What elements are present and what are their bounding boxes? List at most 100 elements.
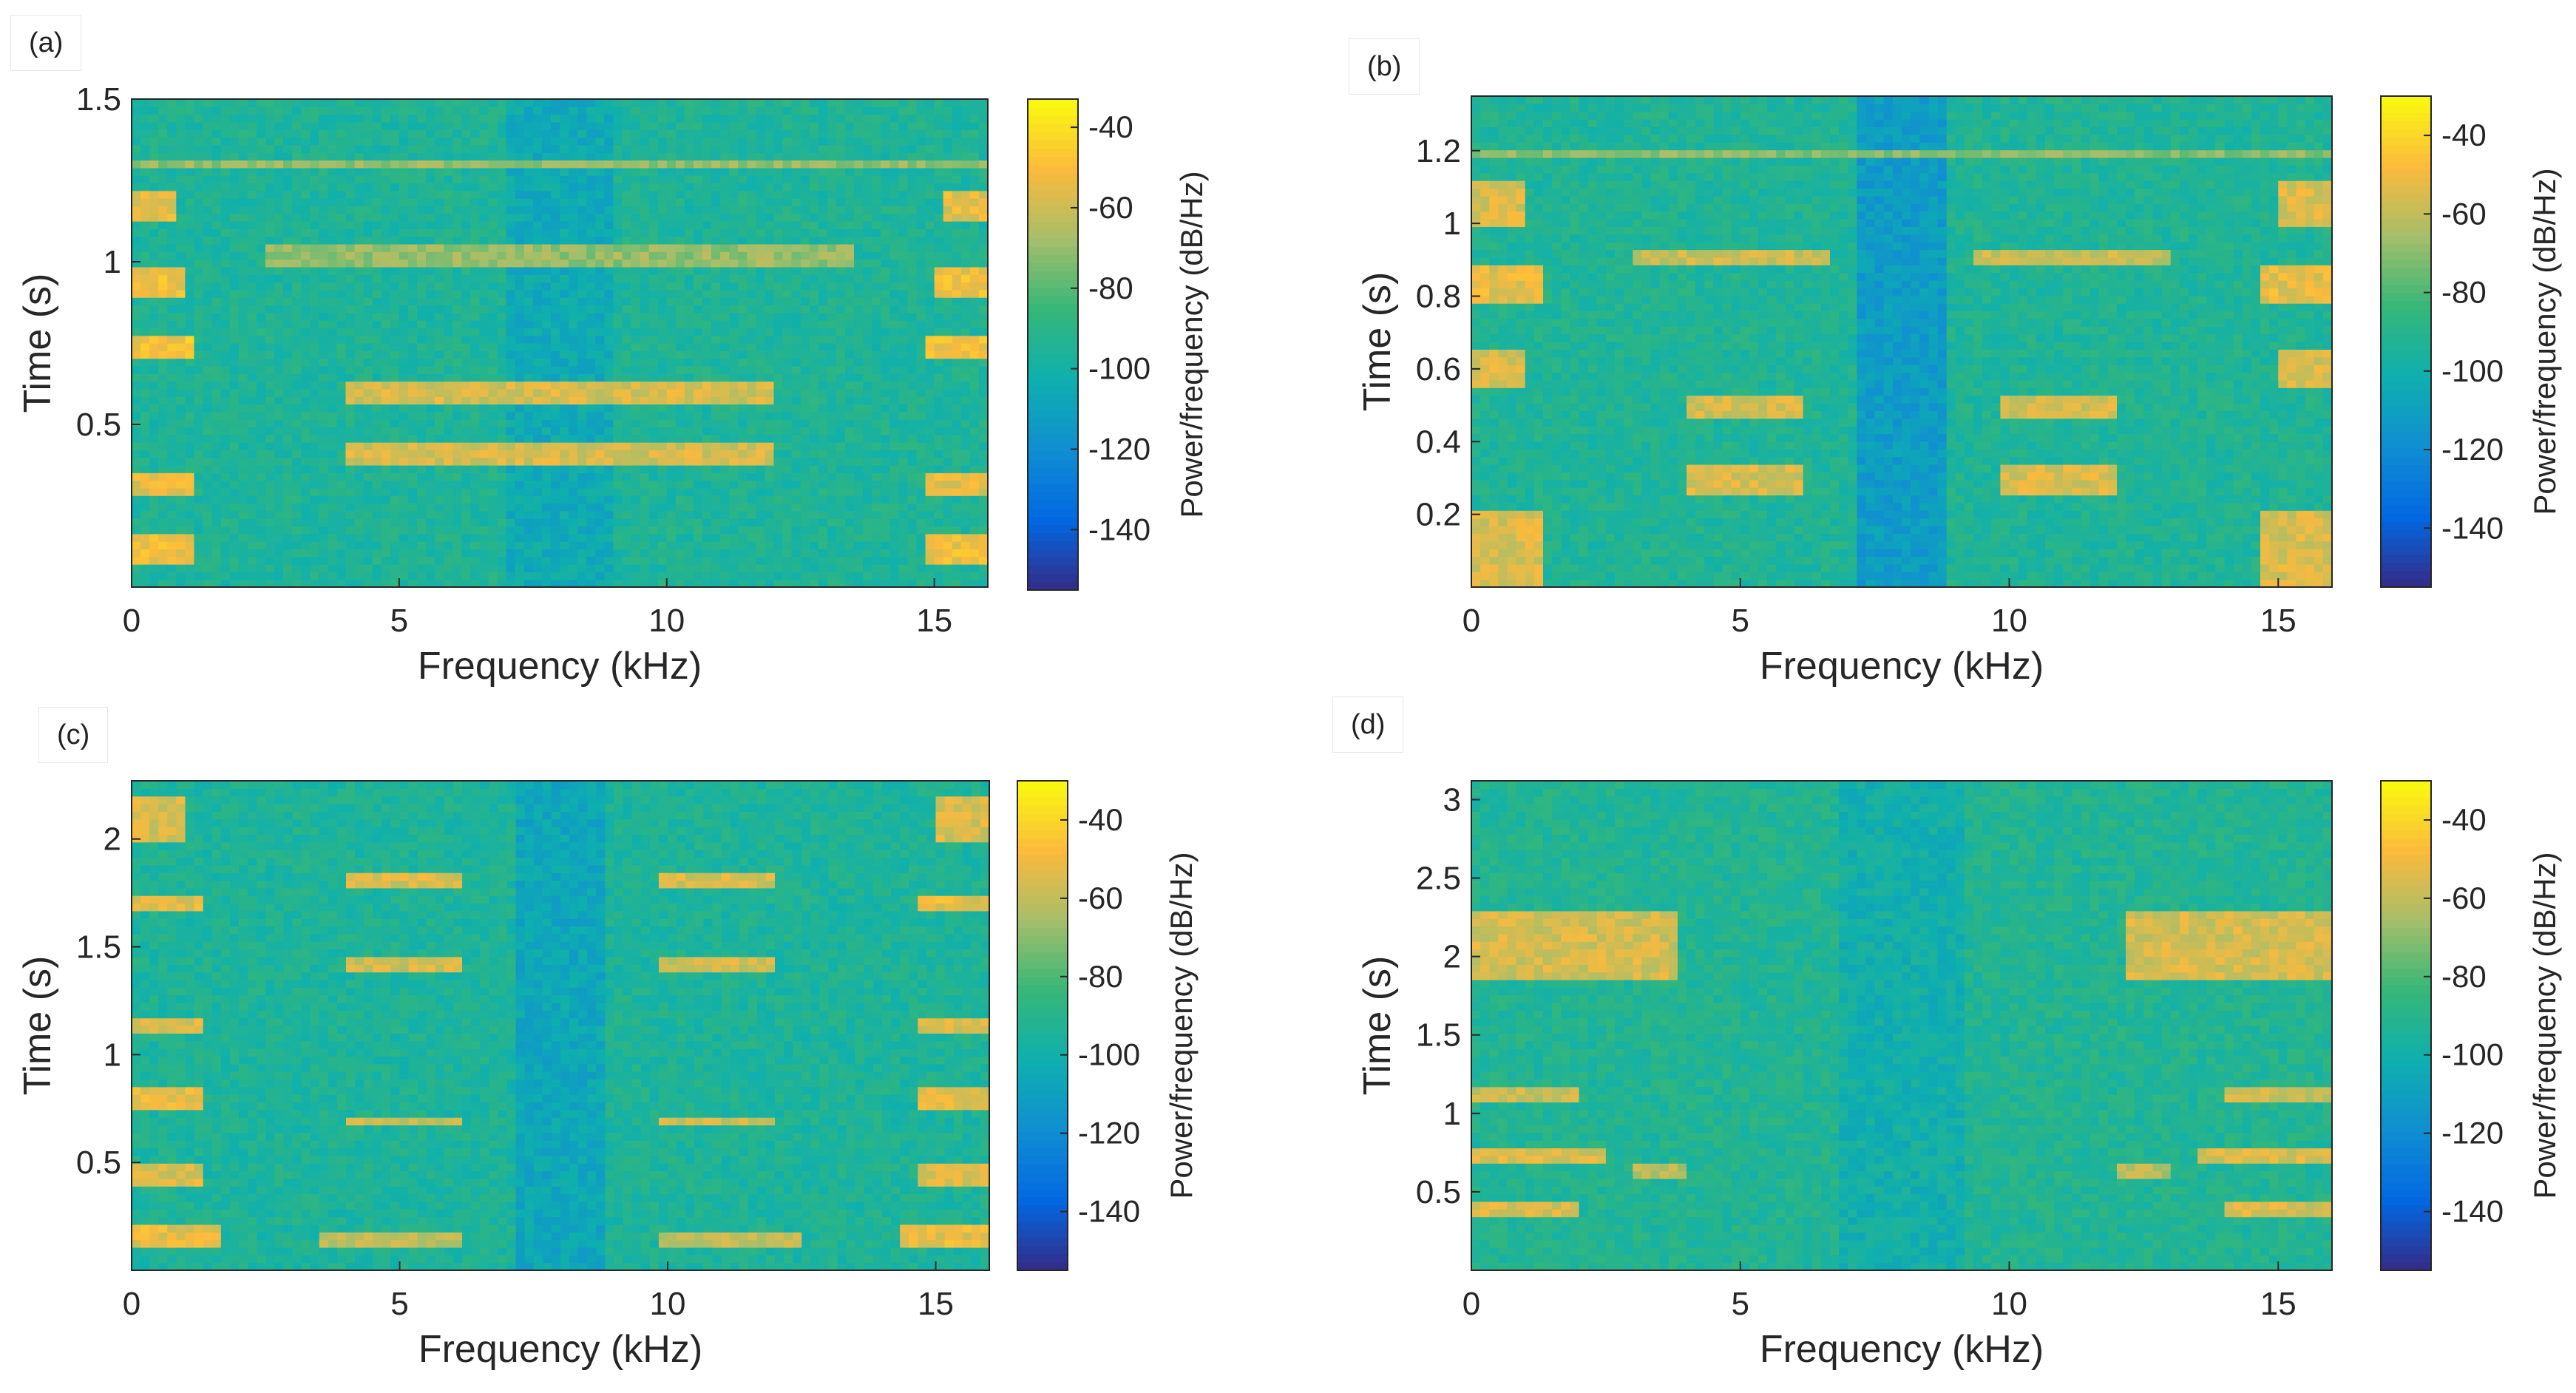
heatmap-cell xyxy=(515,404,525,413)
heatmap-cell xyxy=(407,305,418,313)
heatmap-cell xyxy=(345,396,356,405)
heatmap-cell xyxy=(381,320,391,328)
heatmap-cell xyxy=(417,518,427,527)
heatmap-cell xyxy=(372,251,382,260)
heatmap-cell xyxy=(328,114,338,123)
heatmap-cell xyxy=(435,411,444,420)
heatmap-cell xyxy=(211,358,222,367)
heatmap-cell xyxy=(586,533,596,542)
heatmap-cell xyxy=(328,305,338,313)
heatmap-cell xyxy=(613,289,623,298)
heatmap-cell xyxy=(461,243,471,252)
heatmap-cell xyxy=(666,99,677,107)
heatmap-cell xyxy=(185,396,195,405)
heatmap-cell xyxy=(372,312,382,321)
heatmap-cell xyxy=(220,99,231,107)
heatmap-cell xyxy=(372,526,382,535)
heatmap-cell xyxy=(586,579,596,588)
heatmap-cell xyxy=(720,480,730,489)
heatmap-cell xyxy=(381,564,391,572)
heatmap-cell xyxy=(211,343,222,351)
heatmap-cell xyxy=(720,526,730,535)
heatmap-cell xyxy=(158,259,168,268)
heatmap-cell xyxy=(631,137,641,146)
heatmap-cell xyxy=(149,114,159,123)
heatmap-cell xyxy=(185,137,195,146)
heatmap-cell xyxy=(648,183,659,192)
heatmap-cell xyxy=(372,411,382,420)
heatmap-cell xyxy=(720,190,730,199)
heatmap-cell xyxy=(140,434,150,443)
heatmap-cell xyxy=(372,350,382,359)
heatmap-cell xyxy=(497,388,507,397)
heatmap-cell xyxy=(711,556,721,565)
heatmap-cell xyxy=(301,472,311,481)
heatmap-cell xyxy=(782,274,793,283)
heatmap-cell xyxy=(541,335,552,344)
heatmap-cell xyxy=(167,373,177,382)
heatmap-cell xyxy=(657,465,668,473)
heatmap-cell xyxy=(453,228,462,237)
heatmap-cell xyxy=(426,137,435,146)
heatmap-cell xyxy=(488,442,498,450)
heatmap-cell xyxy=(613,175,623,184)
heatmap-cell xyxy=(604,221,614,229)
heatmap-cell xyxy=(488,236,498,245)
heatmap-cell xyxy=(399,99,409,107)
heatmap-cell xyxy=(738,114,748,123)
heatmap-cell xyxy=(523,503,534,512)
heatmap-cell xyxy=(541,190,552,199)
heatmap-cell xyxy=(185,549,195,557)
heatmap-cell xyxy=(657,503,668,512)
heatmap-cell xyxy=(782,450,793,458)
heatmap-cell xyxy=(185,99,195,107)
heatmap-cell xyxy=(809,335,819,344)
heatmap-cell xyxy=(800,404,810,413)
heatmap-cell xyxy=(693,137,703,146)
heatmap-cell xyxy=(381,480,391,489)
heatmap-cell xyxy=(720,328,730,336)
heatmap-cell xyxy=(782,328,793,336)
heatmap-cell xyxy=(818,106,828,115)
heatmap-cell xyxy=(390,228,400,237)
heatmap-cell xyxy=(729,213,739,222)
heatmap-cell xyxy=(604,167,614,176)
heatmap-cell xyxy=(265,549,275,557)
heatmap-cell xyxy=(657,343,668,351)
heatmap-cell xyxy=(461,259,471,268)
heatmap-cell xyxy=(167,167,177,176)
heatmap-cell xyxy=(809,312,819,321)
heatmap-cell xyxy=(791,312,801,321)
heatmap-cell xyxy=(613,350,623,359)
heatmap-cell xyxy=(809,144,819,153)
heatmap-cell xyxy=(167,533,177,542)
heatmap-cell xyxy=(461,465,471,473)
heatmap-cell xyxy=(800,259,810,268)
heatmap-cell xyxy=(782,373,793,382)
heatmap-cell xyxy=(132,289,141,298)
heatmap-cell xyxy=(220,213,231,222)
heatmap-cell xyxy=(648,450,659,458)
heatmap-cell xyxy=(132,335,141,344)
heatmap-cell xyxy=(310,472,319,481)
heatmap-cell xyxy=(310,411,319,420)
heatmap-cell xyxy=(444,442,453,450)
heatmap-cell xyxy=(345,419,356,428)
heatmap-cell xyxy=(417,365,427,374)
heatmap-cell xyxy=(479,198,489,206)
heatmap-cell xyxy=(435,434,444,443)
heatmap-cell xyxy=(560,121,569,130)
heatmap-cell xyxy=(265,495,275,504)
heatmap-cell xyxy=(435,221,444,229)
heatmap-cell xyxy=(515,579,525,588)
heatmap-cell xyxy=(220,190,231,199)
heatmap-cell xyxy=(336,373,347,382)
heatmap-cell xyxy=(363,450,373,458)
heatmap-cell xyxy=(577,388,587,397)
heatmap-cell xyxy=(328,221,338,229)
heatmap-cell xyxy=(336,556,347,565)
heatmap-cell xyxy=(702,495,712,504)
heatmap-cell xyxy=(604,312,614,321)
heatmap-cell xyxy=(541,160,552,169)
heatmap-cell xyxy=(238,114,248,123)
